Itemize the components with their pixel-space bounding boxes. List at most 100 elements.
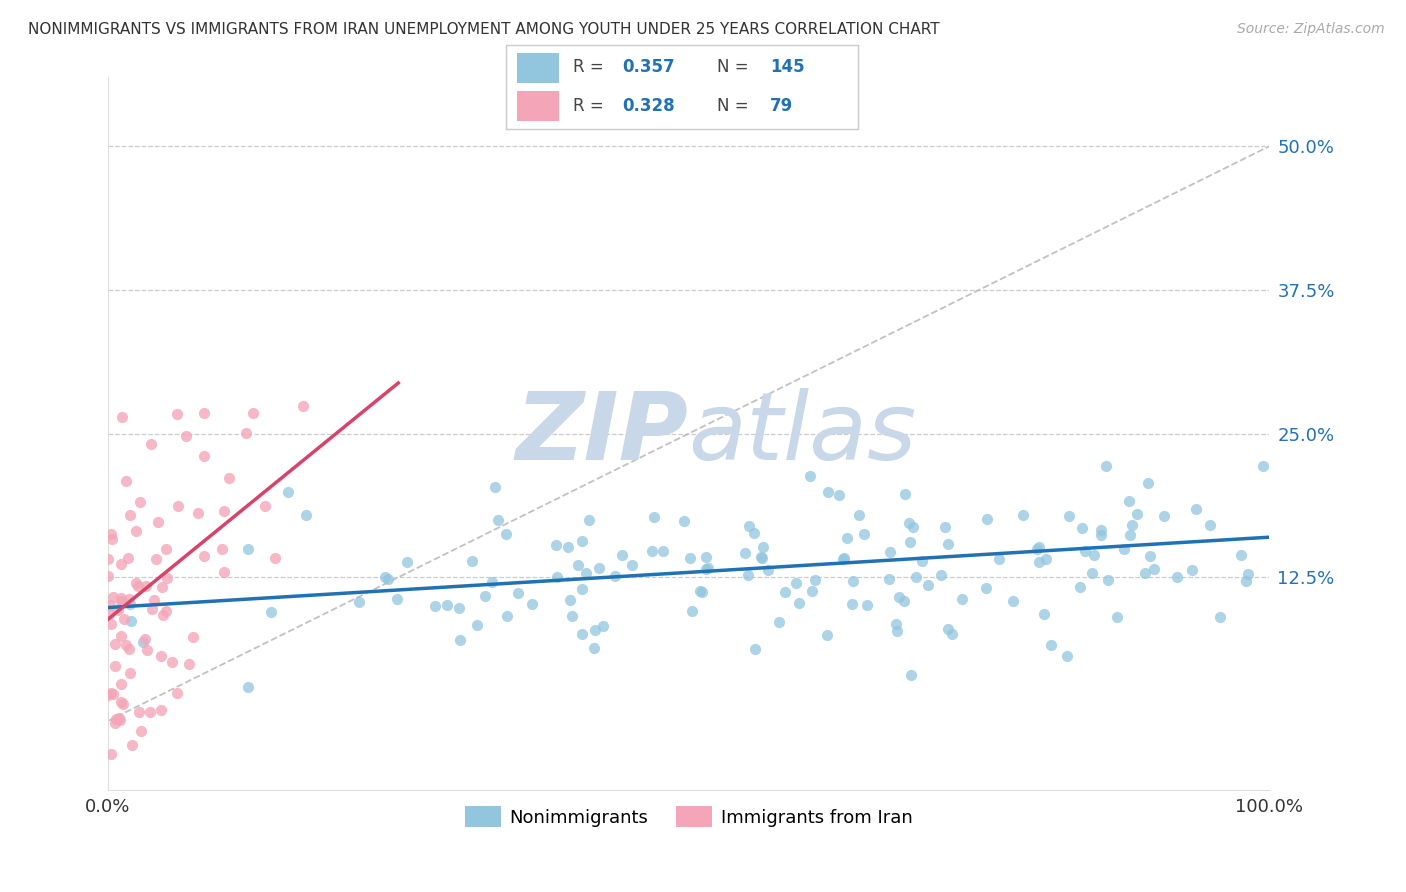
Point [423, 599, 446, 613]
Legend: Nonimmigrants, Immigrants from Iran: Nonimmigrants, Immigrants from Iran [457, 799, 920, 834]
Point [679, 550, 702, 565]
Point [692, 585, 714, 599]
Point [744, 641, 766, 656]
Point [107, 603, 129, 617]
Point [643, 509, 665, 524]
Point [804, 573, 827, 587]
Point [904, 570, 927, 584]
Point [104, 712, 127, 726]
Point [134, 632, 156, 647]
Point [696, 561, 718, 575]
Point [111, 410, 134, 425]
Point [1118, 494, 1140, 508]
Point [842, 574, 865, 588]
Point [1083, 548, 1105, 562]
Point [108, 711, 131, 725]
Point [897, 516, 920, 531]
Point [800, 583, 823, 598]
Point [583, 623, 606, 637]
Point [156, 571, 179, 585]
Point [120, 614, 142, 628]
Point [751, 540, 773, 554]
Point [911, 554, 934, 568]
Text: ZIP: ZIP [516, 388, 689, 480]
Point [181, 630, 204, 644]
Point [976, 511, 998, 525]
Point [174, 429, 197, 443]
Point [1069, 581, 1091, 595]
Bar [517, 54, 558, 83]
Text: NONIMMIGRANTS VS IMMIGRANTS FROM IRAN UNEMPLOYMENT AMONG YOUTH UNDER 25 YEARS CO: NONIMMIGRANTS VS IMMIGRANTS FROM IRAN UN… [28, 22, 939, 37]
Point [506, 586, 529, 600]
Point [773, 585, 796, 599]
Point [193, 449, 215, 463]
Point [620, 558, 643, 573]
Point [734, 546, 756, 560]
Point [100, 616, 122, 631]
Point [1070, 521, 1092, 535]
Point [832, 551, 855, 566]
Point [1026, 542, 1049, 557]
Point [149, 703, 172, 717]
Point [768, 615, 790, 630]
Point [149, 648, 172, 663]
Point [1135, 566, 1157, 581]
Point [832, 551, 855, 566]
Point [436, 598, 458, 612]
Point [104, 715, 127, 730]
Point [110, 594, 132, 608]
Point [103, 591, 125, 605]
Point [578, 513, 600, 527]
Point [1035, 552, 1057, 566]
Text: 145: 145 [770, 59, 804, 77]
Point [1097, 573, 1119, 587]
Point [104, 637, 127, 651]
Point [150, 580, 173, 594]
Point [828, 488, 851, 502]
Point [396, 555, 419, 569]
Point [751, 551, 773, 566]
Point [121, 739, 143, 753]
Point [603, 569, 626, 583]
Text: 79: 79 [770, 96, 793, 114]
Point [118, 592, 141, 607]
Point [98, 599, 121, 613]
Point [212, 566, 235, 580]
Point [751, 549, 773, 564]
Point [145, 551, 167, 566]
Point [1080, 566, 1102, 580]
Point [120, 597, 142, 611]
Point [886, 617, 908, 632]
Point [1119, 527, 1142, 541]
Point [934, 520, 956, 534]
Point [139, 437, 162, 451]
Point [1153, 509, 1175, 524]
Point [571, 627, 593, 641]
Point [893, 594, 915, 608]
Point [1001, 594, 1024, 608]
Point [211, 541, 233, 556]
Point [592, 619, 614, 633]
Point [787, 596, 810, 610]
Point [941, 627, 963, 641]
Point [936, 622, 959, 636]
Point [887, 590, 910, 604]
Point [481, 575, 503, 590]
Point [277, 484, 299, 499]
Point [1090, 528, 1112, 542]
Point [546, 570, 568, 584]
Point [110, 695, 132, 709]
Point [264, 551, 287, 566]
Point [461, 554, 484, 568]
Point [1105, 610, 1128, 624]
Point [877, 572, 900, 586]
Point [100, 532, 122, 546]
Point [894, 486, 917, 500]
Point [100, 527, 122, 541]
Point [879, 545, 901, 559]
Text: Source: ZipAtlas.com: Source: ZipAtlas.com [1237, 22, 1385, 37]
Point [672, 514, 695, 528]
Point [155, 541, 177, 556]
Point [1040, 638, 1063, 652]
Text: R =: R = [574, 96, 609, 114]
